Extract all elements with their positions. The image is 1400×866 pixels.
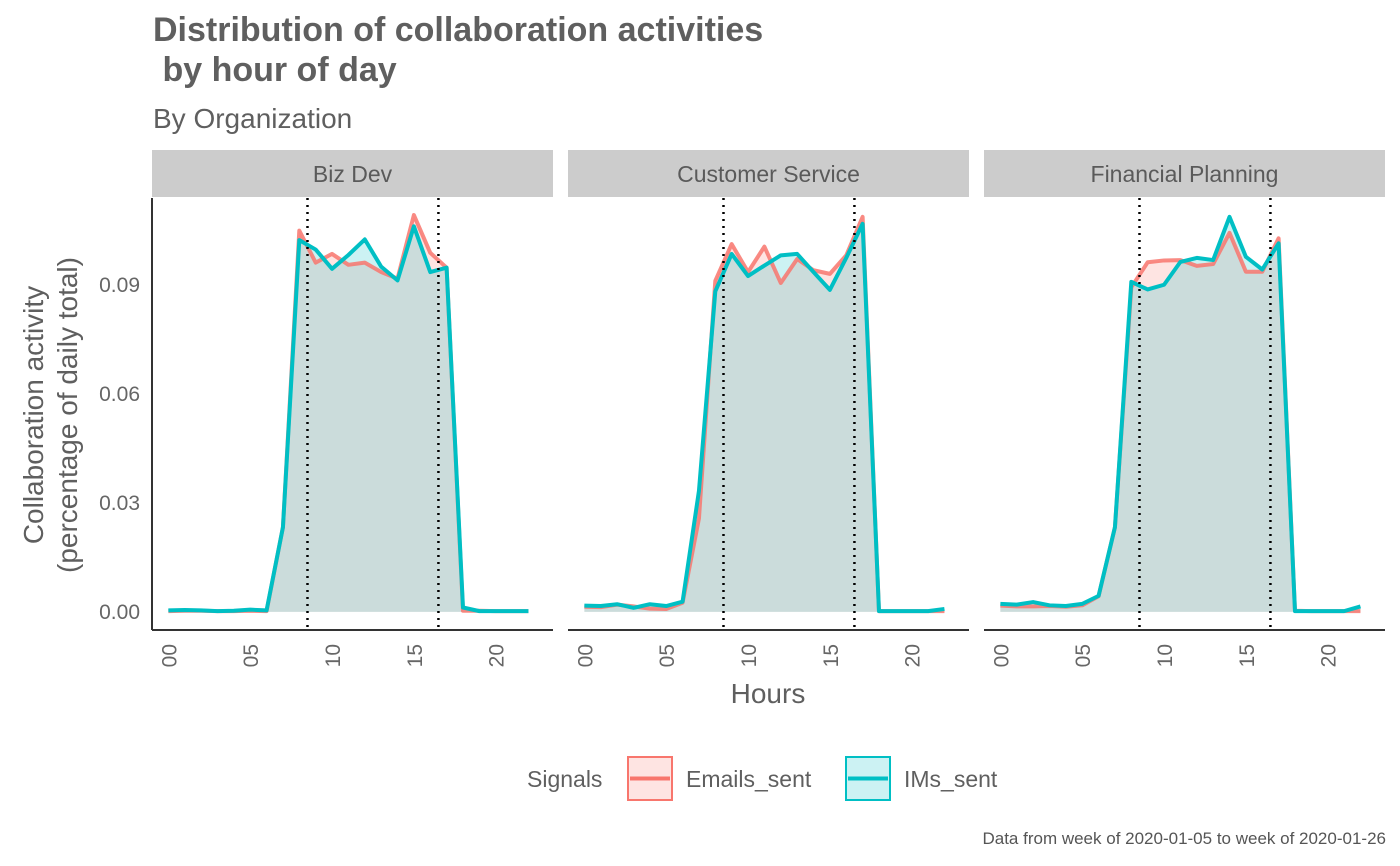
facet-strip-label: Customer Service bbox=[677, 161, 860, 187]
chart-title-line2: by hour of day bbox=[153, 51, 397, 89]
y-tick-label: 0.06 bbox=[99, 383, 140, 406]
x-tick-label: 15 bbox=[404, 644, 427, 667]
facet-panel: Financial Planning 00 05 10 15 20 bbox=[984, 150, 1385, 667]
facet-panel: Biz Dev 0.00 0.03 0.06 0.09 00 05 10 15 20 bbox=[99, 150, 553, 667]
legend-label-ims-sent: IMs_sent bbox=[904, 766, 998, 792]
legend-label-emails-sent: Emails_sent bbox=[686, 766, 812, 792]
x-tick-label: 05 bbox=[240, 644, 263, 667]
y-tick-label: 0.09 bbox=[99, 274, 140, 297]
facet-strip bbox=[152, 150, 553, 197]
facet-strip-label: Financial Planning bbox=[1091, 161, 1279, 187]
facet-strip bbox=[984, 150, 1385, 197]
chart-title-line1: Distribution of collaboration activities bbox=[153, 11, 763, 49]
x-tick-label: 20 bbox=[1318, 644, 1341, 667]
y-axis-title-line2: (percentage of daily total) bbox=[52, 257, 83, 573]
area-ims-sent bbox=[168, 226, 529, 612]
x-tick-label: 15 bbox=[820, 644, 843, 667]
line-ims-sent bbox=[1000, 214, 1362, 614]
x-tick-label: 05 bbox=[1072, 644, 1095, 667]
x-tick-label: 00 bbox=[990, 644, 1013, 667]
x-tick-label: 10 bbox=[738, 644, 761, 667]
facet-strip bbox=[568, 150, 969, 197]
line-ims-sent bbox=[168, 224, 529, 614]
y-axis-title: Collaboration activity (percentage of da… bbox=[18, 257, 83, 573]
facet-panel: Customer Service 00 05 10 15 20 bbox=[568, 150, 969, 667]
area-emails-sent bbox=[168, 215, 529, 612]
legend-title: Signals bbox=[527, 766, 602, 792]
area-ims-sent bbox=[1000, 216, 1361, 612]
x-tick-label: 20 bbox=[902, 644, 925, 667]
y-tick-label: 0.03 bbox=[99, 492, 140, 515]
x-tick-label: 00 bbox=[158, 644, 181, 667]
x-tick-label: 10 bbox=[322, 644, 345, 667]
x-tick-label: 20 bbox=[486, 644, 509, 667]
area-ims-sent bbox=[584, 223, 945, 612]
y-tick-label: 0.00 bbox=[99, 601, 140, 624]
area-emails-sent bbox=[1000, 232, 1361, 612]
x-tick-label: 05 bbox=[656, 644, 679, 667]
facet-strip-label: Biz Dev bbox=[313, 161, 393, 187]
x-tick-label: 10 bbox=[1154, 644, 1177, 667]
x-tick-label: 15 bbox=[1236, 644, 1259, 667]
legend: Signals Emails_sent IMs_sent bbox=[527, 756, 998, 801]
y-axis-title-line1: Collaboration activity bbox=[18, 286, 49, 544]
x-tick-label: 00 bbox=[574, 644, 597, 667]
chart-caption: Data from week of 2020-01-05 to week of … bbox=[982, 829, 1386, 848]
chart-subtitle: By Organization bbox=[153, 103, 352, 134]
line-ims-sent bbox=[584, 221, 945, 614]
legend-item-emails-sent: Emails_sent bbox=[627, 756, 812, 801]
legend-item-ims-sent: IMs_sent bbox=[845, 756, 998, 801]
x-axis-title: Hours bbox=[731, 678, 806, 709]
